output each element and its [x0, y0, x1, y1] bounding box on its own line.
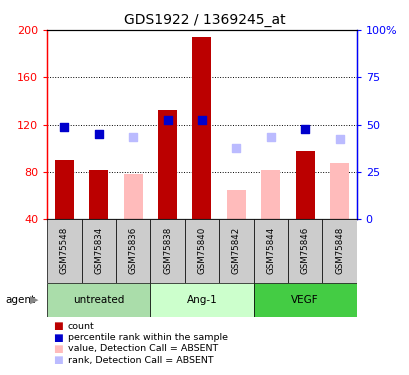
Text: GSM75842: GSM75842 — [231, 226, 240, 274]
Bar — [226, 190, 245, 219]
Text: ■: ■ — [53, 321, 63, 331]
Text: GSM75838: GSM75838 — [163, 226, 172, 274]
Text: GSM75840: GSM75840 — [197, 226, 206, 274]
Bar — [47, 219, 81, 283]
Bar — [55, 160, 74, 219]
Bar — [253, 219, 287, 283]
Text: GSM75846: GSM75846 — [300, 226, 309, 274]
Text: ■: ■ — [53, 355, 63, 365]
Text: GSM75834: GSM75834 — [94, 226, 103, 274]
Bar — [261, 170, 279, 219]
Bar — [192, 37, 211, 219]
Point — [301, 126, 308, 132]
Text: GSM75548: GSM75548 — [60, 226, 69, 274]
Bar — [81, 219, 116, 283]
Point — [164, 117, 171, 123]
Bar — [116, 219, 150, 283]
Bar — [184, 219, 218, 283]
Bar — [329, 163, 348, 219]
Bar — [124, 174, 142, 219]
Point — [198, 117, 204, 123]
Point — [130, 134, 136, 140]
Point — [267, 134, 273, 140]
Point — [61, 124, 67, 130]
Bar — [47, 283, 150, 317]
Text: GSM75836: GSM75836 — [128, 226, 137, 274]
Bar — [287, 219, 321, 283]
Text: count: count — [67, 322, 94, 331]
Text: GSM75844: GSM75844 — [265, 226, 274, 274]
Text: percentile rank within the sample: percentile rank within the sample — [67, 333, 227, 342]
Bar — [321, 219, 356, 283]
Bar — [218, 219, 253, 283]
Text: ■: ■ — [53, 333, 63, 342]
Bar — [253, 283, 356, 317]
Text: VEGF: VEGF — [290, 295, 318, 305]
Point — [335, 136, 342, 142]
Text: rank, Detection Call = ABSENT: rank, Detection Call = ABSENT — [67, 356, 213, 364]
Bar — [89, 170, 108, 219]
Text: ■: ■ — [53, 344, 63, 354]
Bar — [150, 283, 253, 317]
Point — [95, 131, 102, 137]
Text: GDS1922 / 1369245_at: GDS1922 / 1369245_at — [124, 13, 285, 27]
Text: Ang-1: Ang-1 — [186, 295, 217, 305]
Text: value, Detection Call = ABSENT: value, Detection Call = ABSENT — [67, 344, 217, 353]
Text: agent: agent — [5, 295, 35, 305]
Text: GSM75848: GSM75848 — [334, 226, 343, 274]
Text: untreated: untreated — [73, 295, 124, 305]
Text: ▶: ▶ — [29, 295, 38, 305]
Bar — [158, 111, 177, 219]
Point — [232, 146, 239, 152]
Bar — [295, 151, 314, 219]
Bar — [150, 219, 184, 283]
